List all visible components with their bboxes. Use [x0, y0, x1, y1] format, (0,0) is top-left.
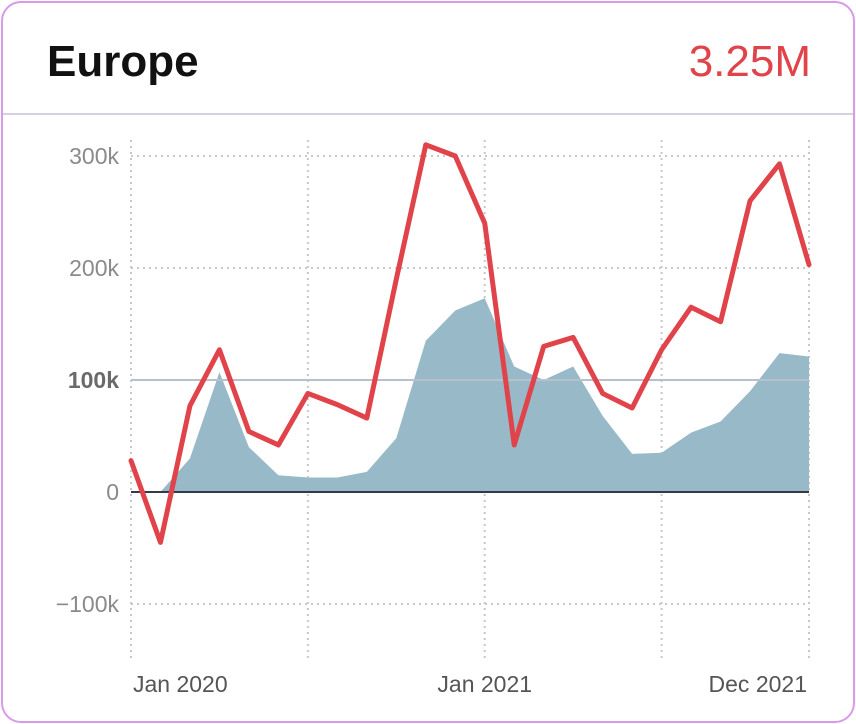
y-axis-ticks: −100k 0 100k 200k 300k	[56, 143, 120, 617]
y-tick-label: 300k	[69, 143, 119, 169]
x-axis-ticks: Jan 2020 Jan 2021 Dec 2021	[133, 671, 807, 697]
x-tick-label: Jan 2021	[437, 671, 532, 697]
y-tick-label: −100k	[56, 591, 120, 617]
y-tick-label: 100k	[68, 367, 119, 393]
y-tick-label: 0	[106, 479, 119, 505]
y-tick-label: 200k	[69, 255, 119, 281]
x-tick-label: Dec 2021	[709, 671, 807, 697]
area-fill	[131, 298, 809, 492]
x-tick-label: Jan 2020	[133, 671, 228, 697]
area-series	[131, 298, 809, 492]
